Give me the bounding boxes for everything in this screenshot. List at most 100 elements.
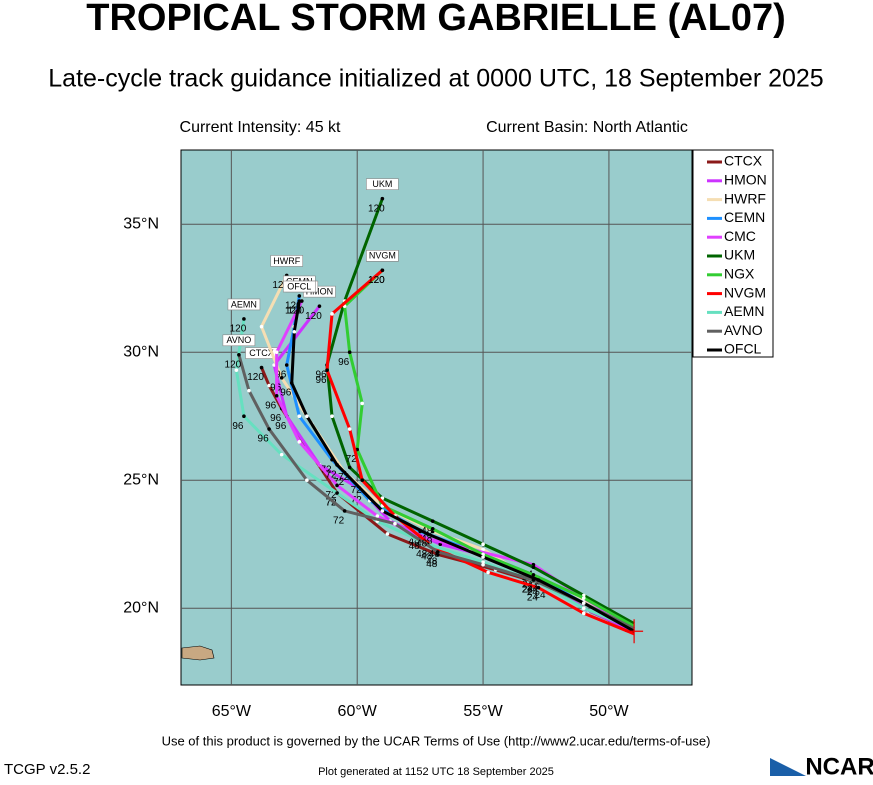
hour-label: 72 <box>326 490 338 501</box>
track-point <box>347 427 352 431</box>
hour-label: 48 <box>421 526 433 537</box>
hour-label: 120 <box>285 306 302 317</box>
x-tick-label: 65°W <box>212 703 252 720</box>
model-tag-box <box>222 334 256 347</box>
hour-label: 96 <box>258 434 270 445</box>
hour-label: 96 <box>315 370 327 381</box>
track-point <box>435 550 440 554</box>
track-point <box>481 555 485 559</box>
legend-label: AVNO <box>724 322 763 338</box>
legend-label: OFCL <box>724 341 762 357</box>
hour-label: 120 <box>230 324 247 335</box>
track-point <box>581 596 586 600</box>
x-tick-label: 55°W <box>463 703 503 720</box>
track-point <box>581 611 586 616</box>
track-point <box>347 465 352 470</box>
model-tag: NVGM <box>369 251 396 261</box>
track-point <box>300 299 304 303</box>
track-point <box>297 440 302 444</box>
hour-label: 72 <box>338 472 350 483</box>
model-tag: AVNO <box>226 335 251 345</box>
track-point <box>247 388 251 393</box>
legend-label: CMC <box>724 228 756 244</box>
hour-label: 72 <box>333 477 345 488</box>
subtitle: Late-cycle track guidance initialized at… <box>48 65 823 93</box>
track-point <box>325 368 329 372</box>
track-point <box>342 509 347 513</box>
track-point <box>360 401 365 406</box>
track-point <box>430 519 435 523</box>
y-tick-label: 30°N <box>123 343 159 360</box>
legend-label: NVGM <box>724 284 766 300</box>
hour-label: 120 <box>285 301 302 312</box>
track-point <box>284 363 289 367</box>
hour-label: 24 <box>527 585 539 596</box>
logo: NCAR <box>805 753 873 780</box>
y-tick-label: 25°N <box>123 471 159 488</box>
track-point <box>242 317 246 321</box>
hour-label: 48 <box>409 541 421 552</box>
y-tick-label: 20°N <box>123 599 159 616</box>
track-point <box>330 312 334 316</box>
model-tag: HMON <box>306 287 334 297</box>
track-point <box>380 509 385 513</box>
model-tag: UKM <box>372 179 392 189</box>
x-tick-label: 50°W <box>589 703 629 720</box>
hour-label: 96 <box>232 421 244 432</box>
hour-label: 48 <box>421 533 433 544</box>
chart-title: TROPICAL STORM GABRIELLE (AL07) <box>86 0 786 39</box>
legend-label: HMON <box>724 172 767 188</box>
storm-position <box>625 619 644 644</box>
track-point <box>360 478 365 483</box>
track-point <box>347 350 352 355</box>
hour-label: 96 <box>280 388 292 399</box>
track-point <box>481 562 485 567</box>
track-point <box>536 585 541 590</box>
track-point <box>274 393 279 398</box>
footer: Use of this product is governed by the U… <box>162 733 711 748</box>
legend-label: CEMN <box>724 209 765 225</box>
generated: Plot generated at 1152 UTC 18 September … <box>318 766 554 778</box>
hour-label: 24 <box>522 585 534 596</box>
track-point <box>380 268 385 273</box>
hour-label: 24 <box>522 585 534 596</box>
track-point <box>430 527 435 531</box>
track-point <box>259 365 264 370</box>
track-point <box>481 542 485 547</box>
track-point <box>330 414 334 419</box>
hour-label: 72 <box>326 469 338 480</box>
track-point <box>531 573 536 577</box>
legend-label: NGX <box>724 266 755 282</box>
track-point <box>375 514 380 518</box>
hour-label: 96 <box>315 375 327 386</box>
track-point <box>481 547 485 552</box>
track-point <box>385 532 390 536</box>
hour-label: 48 <box>426 557 438 568</box>
legend-label: CTCX <box>724 153 763 169</box>
hour-label: 24 <box>534 590 546 601</box>
hour-label: 96 <box>275 421 287 432</box>
model-tag-box <box>227 298 261 311</box>
track-point <box>380 196 385 201</box>
track-point <box>380 496 385 500</box>
hour-label: 72 <box>326 498 338 509</box>
hour-label: 120 <box>247 372 264 383</box>
hour-label: 120 <box>368 203 385 214</box>
hour-label: 96 <box>338 357 350 368</box>
track-point <box>393 521 397 526</box>
hour-label: 96 <box>275 370 287 381</box>
track-point <box>267 427 271 431</box>
hour-label: 48 <box>416 549 428 560</box>
track-point <box>581 606 586 611</box>
track-point <box>274 350 279 355</box>
track-point <box>279 376 284 380</box>
model-tag: CTCX <box>249 348 274 358</box>
hour-label: 120 <box>305 311 322 322</box>
model-tag: AEMN <box>231 299 257 309</box>
hour-label: 120 <box>287 306 304 317</box>
model-tag-box <box>283 280 316 293</box>
track-point <box>335 463 339 467</box>
hour-label: 120 <box>368 275 385 286</box>
hour-label: 24 <box>527 582 539 593</box>
